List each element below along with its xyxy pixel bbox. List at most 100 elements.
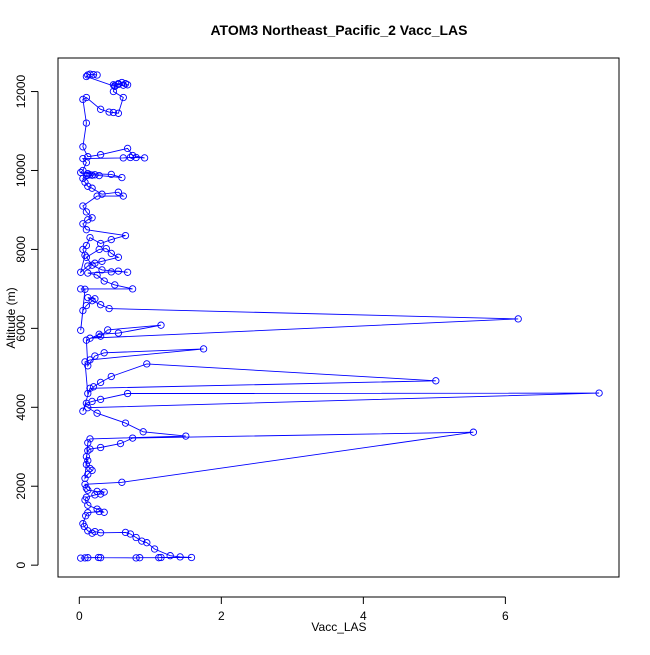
data-point [82,460,91,469]
data-point [95,330,103,338]
x-tick-label: 6 [502,609,509,623]
data-point [82,493,91,501]
data-point [81,474,89,482]
data-point [96,378,105,387]
data-point [119,192,127,200]
data-point [96,554,105,562]
data-point [114,80,123,89]
data-point [84,554,92,562]
data-point [89,70,98,79]
data-point [82,301,91,310]
data-point [93,192,101,200]
data-point [81,178,89,186]
data-point [79,166,87,175]
data-point [86,445,94,453]
data-point [118,478,126,486]
data-point [82,452,91,461]
data-point [102,244,110,253]
data-point [79,202,87,210]
data-point [93,409,101,417]
data-point [84,404,92,412]
y-tick-label: 4000 [14,394,28,421]
data-point [595,389,603,397]
data-point [150,545,159,553]
data-point [187,553,196,562]
data-point [155,554,163,562]
data-point [98,266,106,274]
data-point [128,151,137,160]
data-point [98,190,106,198]
data-point [143,360,151,368]
data-point [138,537,146,545]
data-point [77,554,85,562]
y-axis-label: Altitude (m) [4,287,18,348]
y-tick-label: 10000 [14,153,28,187]
data-point [143,539,151,547]
data-point [132,554,140,562]
data-point [91,259,99,267]
data-point [77,326,85,334]
data-point [118,173,126,182]
data-point [88,184,96,192]
y-tick-label: 6000 [14,315,28,342]
x-axis: 0 2 4 6 [76,596,509,623]
data-point [86,233,94,242]
data-point [111,82,119,91]
data-point [82,241,91,250]
data-point [114,253,123,261]
data-point [82,399,91,407]
data-point [89,383,98,391]
data-point [84,269,92,277]
data-point [100,508,108,516]
data-point [199,345,208,353]
x-tick-label: 2 [218,609,225,623]
data-point [98,257,106,265]
data-point [84,362,92,370]
chart-title: ATOM3 Northeast_Pacific_2 Vacc_LAS [210,22,467,38]
data-point [79,407,87,415]
data-point [88,171,96,179]
data-point [88,529,96,537]
data-point [91,352,99,360]
data-point [96,332,105,340]
data-point [79,95,87,104]
data-point [79,154,87,163]
data-point [82,72,91,81]
data-point [88,466,96,475]
data-point [82,208,91,216]
data-point [82,226,91,234]
data-point [132,533,140,542]
data-point [77,168,85,177]
data-point [93,505,101,513]
data-point [84,389,92,398]
x-tick-label: 4 [360,609,367,623]
data-point [176,553,184,561]
data-point [182,432,190,440]
data-point [95,507,103,516]
data-point [82,93,91,102]
data-point [86,435,94,443]
x-axis-label: Vacc_LAS [311,620,366,634]
data-point [84,509,92,517]
data-point [100,488,108,496]
data-point [166,552,174,560]
data-point [79,306,87,315]
data-point [82,484,91,492]
data-point [136,554,144,562]
data-point [105,108,113,116]
data-point [84,153,92,161]
data-point [95,171,103,180]
data-point [109,81,118,89]
data-point [81,554,89,562]
data-point [111,281,119,289]
data-point [86,70,94,78]
data-point [132,153,140,162]
data-point [79,520,87,528]
data-point [114,329,123,337]
data-point [84,486,92,494]
data-point [93,271,101,279]
data-point [84,527,92,535]
data-point [91,295,99,303]
